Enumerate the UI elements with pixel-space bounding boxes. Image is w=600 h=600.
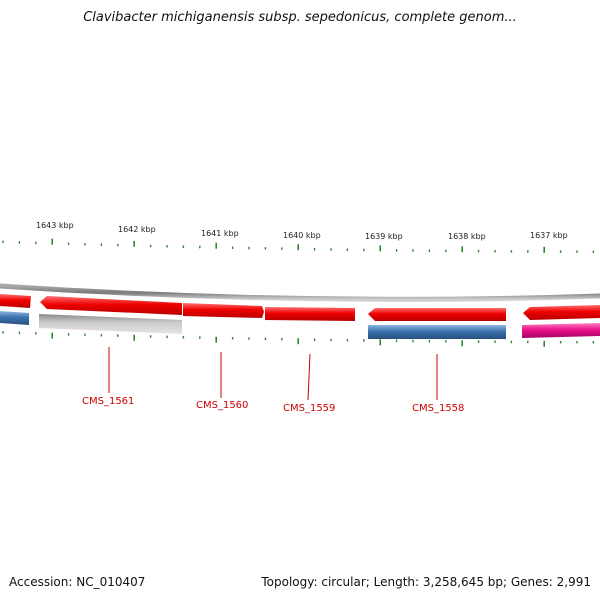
gene-block[interactable] — [368, 325, 506, 339]
gene-label[interactable]: CMS_1560 — [196, 400, 248, 411]
gene-block[interactable] — [522, 323, 600, 338]
ruler-label: 1638 kbp — [448, 232, 486, 241]
gene-block[interactable] — [0, 311, 29, 325]
map-title: Clavibacter michiganensis subsp. sepedon… — [83, 10, 517, 25]
gene-arrow[interactable] — [183, 303, 264, 318]
gene-arrow[interactable] — [0, 294, 31, 308]
gene-arrow[interactable] — [40, 296, 182, 315]
gene-arrow[interactable] — [368, 308, 506, 321]
gene-label[interactable]: CMS_1559 — [283, 403, 335, 414]
genome-backbone — [0, 283, 600, 302]
gene-arrow[interactable] — [523, 305, 600, 320]
accession-text: Accession: NC_010407 — [9, 575, 146, 589]
gene-label-leader — [307, 353, 311, 401]
gene-block[interactable] — [39, 314, 182, 334]
genome-summary: Topology: circular; Length: 3,258,645 bp… — [261, 575, 591, 589]
gene-label[interactable]: CMS_1561 — [82, 396, 134, 407]
ruler-label: 1643 kbp — [36, 221, 74, 230]
gene-arrow[interactable] — [265, 307, 355, 321]
outer-tick-ring — [2, 238, 595, 253]
gene-label[interactable]: CMS_1558 — [412, 403, 464, 414]
inner-tick-ring — [2, 331, 595, 347]
ruler-label: 1639 kbp — [365, 232, 403, 241]
ruler-label: 1637 kbp — [530, 231, 568, 240]
ruler-label: 1640 kbp — [283, 231, 321, 240]
ruler-label: 1642 kbp — [118, 225, 156, 234]
ruler-label: 1641 kbp — [201, 229, 239, 238]
